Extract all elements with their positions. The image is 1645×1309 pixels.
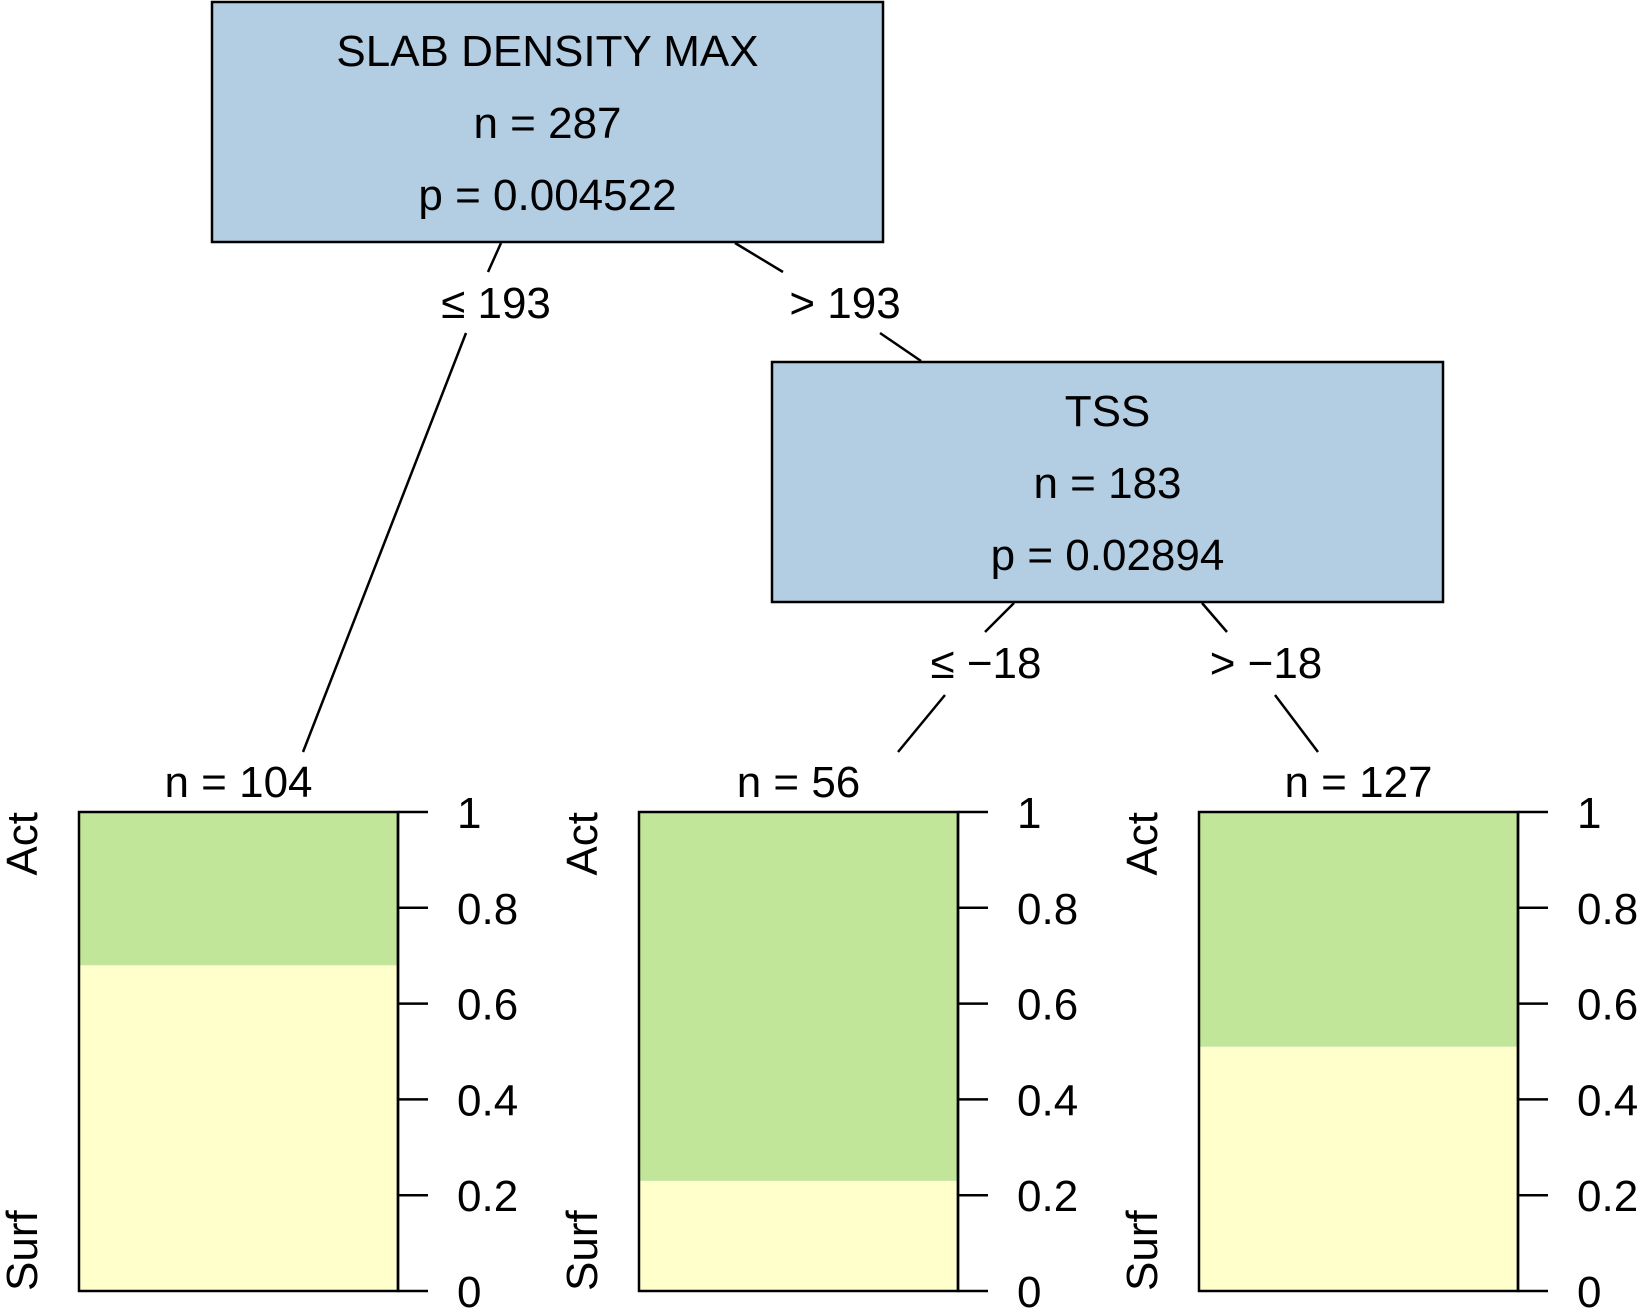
- edge-label-gt-193: > 193: [789, 279, 900, 328]
- y-tick-label: 0: [457, 1268, 481, 1309]
- y-tick-label: 0.6: [1577, 981, 1638, 1030]
- y-tick-label: 0: [1577, 1268, 1601, 1309]
- terminal-node-1: n = 104 0 0.2 0.4 0.6 0.8 1 Act Surf: [0, 758, 518, 1309]
- node-variable-label: SLAB DENSITY MAX: [336, 27, 758, 76]
- edge-label-le-minus18: ≤ −18: [930, 639, 1041, 688]
- terminal-n-label: n = 104: [164, 758, 312, 807]
- y-tick-label: 1: [1577, 789, 1601, 838]
- bar-segment-surf: [639, 1180, 958, 1291]
- node-p-label: p = 0.02894: [991, 531, 1225, 580]
- bar-segment-surf: [1199, 1046, 1518, 1291]
- edge-line-tss-right-lower: [1274, 694, 1319, 753]
- y-tick-label: 0.2: [1017, 1172, 1078, 1221]
- edge-line-left-upper: [486, 242, 503, 273]
- y-tick-label: 1: [457, 789, 481, 838]
- class-label-surf: Surf: [558, 1210, 607, 1291]
- terminal-node-2: n = 56 0 0.2 0.4 0.6 0.8 1 Act Surf: [558, 758, 1078, 1309]
- edge-line-right-upper: [734, 241, 784, 274]
- edge-line-tss-left-lower: [897, 694, 946, 753]
- y-tick-label: 0.6: [457, 981, 518, 1030]
- edge-line-tss-right-upper: [1201, 602, 1228, 633]
- y-tick-label: 0.8: [1577, 885, 1638, 934]
- inner-node-box: [210, 0, 885, 244]
- node-variable-label: TSS: [1065, 387, 1151, 436]
- node-p-label: p = 0.004522: [418, 171, 676, 220]
- terminal-n-label: n = 56: [737, 758, 861, 807]
- class-label-act: Act: [1118, 812, 1167, 876]
- class-label-surf: Surf: [1118, 1210, 1167, 1291]
- bar-segment-act: [79, 812, 398, 966]
- inner-node-tss: TSS n = 183 p = 0.02894: [770, 360, 1445, 604]
- bar-segment-act: [1199, 812, 1518, 1047]
- bar-segment-surf: [79, 965, 398, 1291]
- terminal-nodes: n = 104 0 0.2 0.4 0.6 0.8 1 Act Surf n = 56 0 0.2 0.…: [0, 758, 1638, 1309]
- terminal-n-label: n = 127: [1284, 758, 1432, 807]
- inner-node-slab-density-max: SLAB DENSITY MAX n = 287 p = 0.004522: [210, 0, 885, 244]
- y-tick-label: 0.6: [1017, 981, 1078, 1030]
- y-tick-label: 0.4: [1577, 1076, 1638, 1125]
- edge-lines: [301, 241, 1319, 753]
- class-label-act: Act: [558, 812, 607, 876]
- class-label-surf: Surf: [0, 1210, 47, 1291]
- edge-line-tss-left-upper: [984, 602, 1015, 633]
- y-tick-label: 0.4: [1017, 1076, 1078, 1125]
- y-tick-label: 0.2: [457, 1172, 518, 1221]
- y-tick-label: 1: [1017, 789, 1041, 838]
- class-label-act: Act: [0, 812, 47, 876]
- node-n-label: n = 183: [1033, 459, 1181, 508]
- edge-line-left-lower: [301, 332, 468, 753]
- inner-node-box: [770, 360, 1445, 604]
- edge-label-le-193: ≤ 193: [441, 279, 551, 328]
- y-tick-label: 0.2: [1577, 1172, 1638, 1221]
- edge-line-right-lower: [879, 331, 922, 363]
- y-tick-label: 0.8: [1017, 885, 1078, 934]
- edge-label-gt-minus18: > −18: [1210, 639, 1323, 688]
- y-tick-label: 0.4: [457, 1076, 518, 1125]
- y-tick-label: 0.8: [457, 885, 518, 934]
- terminal-node-3: n = 127 0 0.2 0.4 0.6 0.8 1 Act Surf: [1118, 758, 1638, 1309]
- bar-segment-act: [639, 812, 958, 1181]
- node-n-label: n = 287: [473, 99, 621, 148]
- y-tick-label: 0: [1017, 1268, 1041, 1309]
